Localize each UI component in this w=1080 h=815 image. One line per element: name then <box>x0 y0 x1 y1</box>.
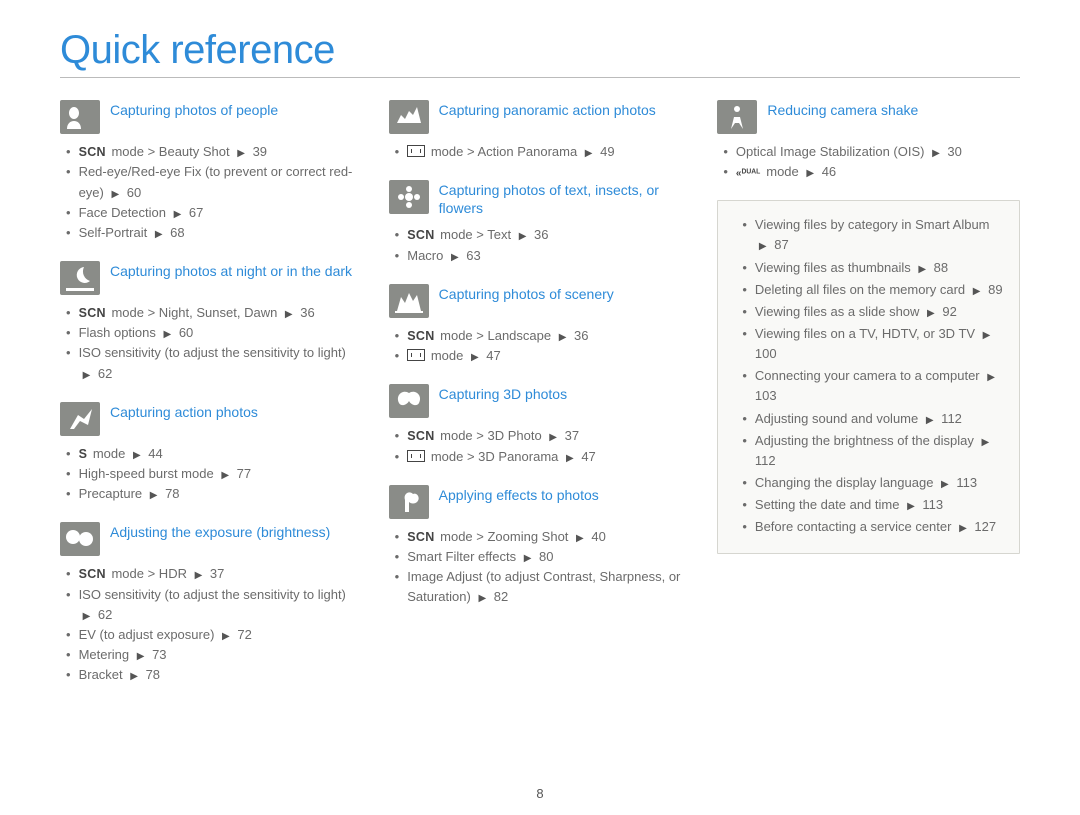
section-exposure: Adjusting the exposure (brightness) SCN … <box>60 522 363 685</box>
list-item: Viewing files as a slide show ▶ 92 <box>742 302 1003 322</box>
item-list: SCN mode > Landscape ▶ 36 mode ▶ 47 <box>389 326 692 367</box>
effects-icon <box>389 485 429 519</box>
section-action: Capturing action photos S mode ▶ 44High-… <box>60 402 363 505</box>
list-item: Face Detection ▶ 67 <box>66 203 363 223</box>
list-item: mode ▶ 47 <box>395 346 692 366</box>
section-people: Capturing photos of people SCN mode > Be… <box>60 100 363 243</box>
item-list: SCN mode > Night, Sunset, Dawn ▶ 36Flash… <box>60 303 363 384</box>
list-item: High-speed burst mode ▶ 77 <box>66 464 363 484</box>
section-3d: Capturing 3D photos SCN mode > 3D Photo … <box>389 384 692 467</box>
item-list: Viewing files by category in Smart Album… <box>736 215 1003 537</box>
list-item: S mode ▶ 44 <box>66 444 363 464</box>
list-item: Flash options ▶ 60 <box>66 323 363 343</box>
list-item: mode > Action Panorama ▶ 49 <box>395 142 692 162</box>
butterfly-icon <box>389 384 429 418</box>
list-item: Viewing files by category in Smart Album… <box>742 215 1003 255</box>
list-item: mode > 3D Panorama ▶ 47 <box>395 447 692 467</box>
list-item: ISO sensitivity (to adjust the sensitivi… <box>66 343 363 383</box>
list-item: Smart Filter effects ▶ 80 <box>395 547 692 567</box>
list-item: SCN mode > Landscape ▶ 36 <box>395 326 692 346</box>
list-item: Metering ▶ 73 <box>66 645 363 665</box>
night-icon <box>60 261 100 295</box>
list-item: SCN mode > Night, Sunset, Dawn ▶ 36 <box>66 303 363 323</box>
list-item: SCN mode > Text ▶ 36 <box>395 225 692 245</box>
section-title: Adjusting the exposure (brightness) <box>110 522 330 542</box>
list-item: Deleting all files on the memory card ▶ … <box>742 280 1003 300</box>
title-divider <box>60 77 1020 78</box>
list-item: Red-eye/Red-eye Fix (to prevent or corre… <box>66 162 363 202</box>
list-item: «ᴰᵁᴬᴸ mode ▶ 46 <box>723 162 1020 182</box>
section-title: Capturing photos of text, insects, or fl… <box>439 180 692 217</box>
list-item: Bracket ▶ 78 <box>66 665 363 685</box>
list-item: SCN mode > HDR ▶ 37 <box>66 564 363 584</box>
item-list: SCN mode > Zooming Shot ▶ 40Smart Filter… <box>389 527 692 608</box>
section-title: Capturing photos of people <box>110 100 278 120</box>
list-item: SCN mode > Beauty Shot ▶ 39 <box>66 142 363 162</box>
list-item: EV (to adjust exposure) ▶ 72 <box>66 625 363 645</box>
list-item: Adjusting sound and volume ▶ 112 <box>742 409 1003 429</box>
list-item: Viewing files as thumbnails ▶ 88 <box>742 258 1003 278</box>
item-list: SCN mode > HDR ▶ 37ISO sensitivity (to a… <box>60 564 363 685</box>
item-list: S mode ▶ 44High-speed burst mode ▶ 77Pre… <box>60 444 363 505</box>
section-title: Applying effects to photos <box>439 485 599 505</box>
list-item: Optical Image Stabilization (OIS) ▶ 30 <box>723 142 1020 162</box>
section-title: Capturing photos at night or in the dark <box>110 261 352 281</box>
section-title: Capturing panoramic action photos <box>439 100 656 120</box>
section-scenery: Capturing photos of scenery SCN mode > L… <box>389 284 692 367</box>
panorama-action-icon <box>389 100 429 134</box>
section-title: Capturing action photos <box>110 402 258 422</box>
scenery-icon <box>389 284 429 318</box>
list-item: Setting the date and time ▶ 113 <box>742 495 1003 515</box>
list-item: SCN mode > Zooming Shot ▶ 40 <box>395 527 692 547</box>
list-item: Self-Portrait ▶ 68 <box>66 223 363 243</box>
section-effects: Applying effects to photos SCN mode > Zo… <box>389 485 692 608</box>
list-item: Viewing files on a TV, HDTV, or 3D TV ▶ … <box>742 324 1003 364</box>
item-list: mode > Action Panorama ▶ 49 <box>389 142 692 162</box>
section-title: Capturing photos of scenery <box>439 284 614 304</box>
list-item: ISO sensitivity (to adjust the sensitivi… <box>66 585 363 625</box>
page-title: Quick reference <box>60 28 1020 73</box>
section-panorama-action: Capturing panoramic action photos mode >… <box>389 100 692 162</box>
list-item: Connecting your camera to a computer ▶ 1… <box>742 366 1003 406</box>
list-item: SCN mode > 3D Photo ▶ 37 <box>395 426 692 446</box>
list-item: Adjusting the brightness of the display … <box>742 431 1003 471</box>
item-list: SCN mode > 3D Photo ▶ 37 mode > 3D Panor… <box>389 426 692 467</box>
shake-icon <box>717 100 757 134</box>
exposure-icon <box>60 522 100 556</box>
column-1: Capturing photos of people SCN mode > Be… <box>60 100 363 703</box>
column-2: Capturing panoramic action photos mode >… <box>389 100 692 703</box>
people-icon <box>60 100 100 134</box>
content-columns: Capturing photos of people SCN mode > Be… <box>60 100 1020 703</box>
section-title: Reducing camera shake <box>767 100 918 120</box>
action-icon <box>60 402 100 436</box>
section-macro: Capturing photos of text, insects, or fl… <box>389 180 692 266</box>
column-3: Reducing camera shake Optical Image Stab… <box>717 100 1020 703</box>
list-item: Changing the display language ▶ 113 <box>742 473 1003 493</box>
page-number: 8 <box>0 786 1080 801</box>
flower-icon <box>389 180 429 214</box>
item-list: SCN mode > Text ▶ 36Macro ▶ 63 <box>389 225 692 266</box>
item-list: Optical Image Stabilization (OIS) ▶ 30«ᴰ… <box>717 142 1020 182</box>
list-item: Precapture ▶ 78 <box>66 484 363 504</box>
list-item: Image Adjust (to adjust Contrast, Sharpn… <box>395 567 692 607</box>
reference-box: Viewing files by category in Smart Album… <box>717 200 1020 554</box>
list-item: Before contacting a service center ▶ 127 <box>742 517 1003 537</box>
section-night: Capturing photos at night or in the dark… <box>60 261 363 384</box>
item-list: SCN mode > Beauty Shot ▶ 39Red-eye/Red-e… <box>60 142 363 243</box>
list-item: Macro ▶ 63 <box>395 246 692 266</box>
section-shake: Reducing camera shake Optical Image Stab… <box>717 100 1020 182</box>
section-title: Capturing 3D photos <box>439 384 567 404</box>
